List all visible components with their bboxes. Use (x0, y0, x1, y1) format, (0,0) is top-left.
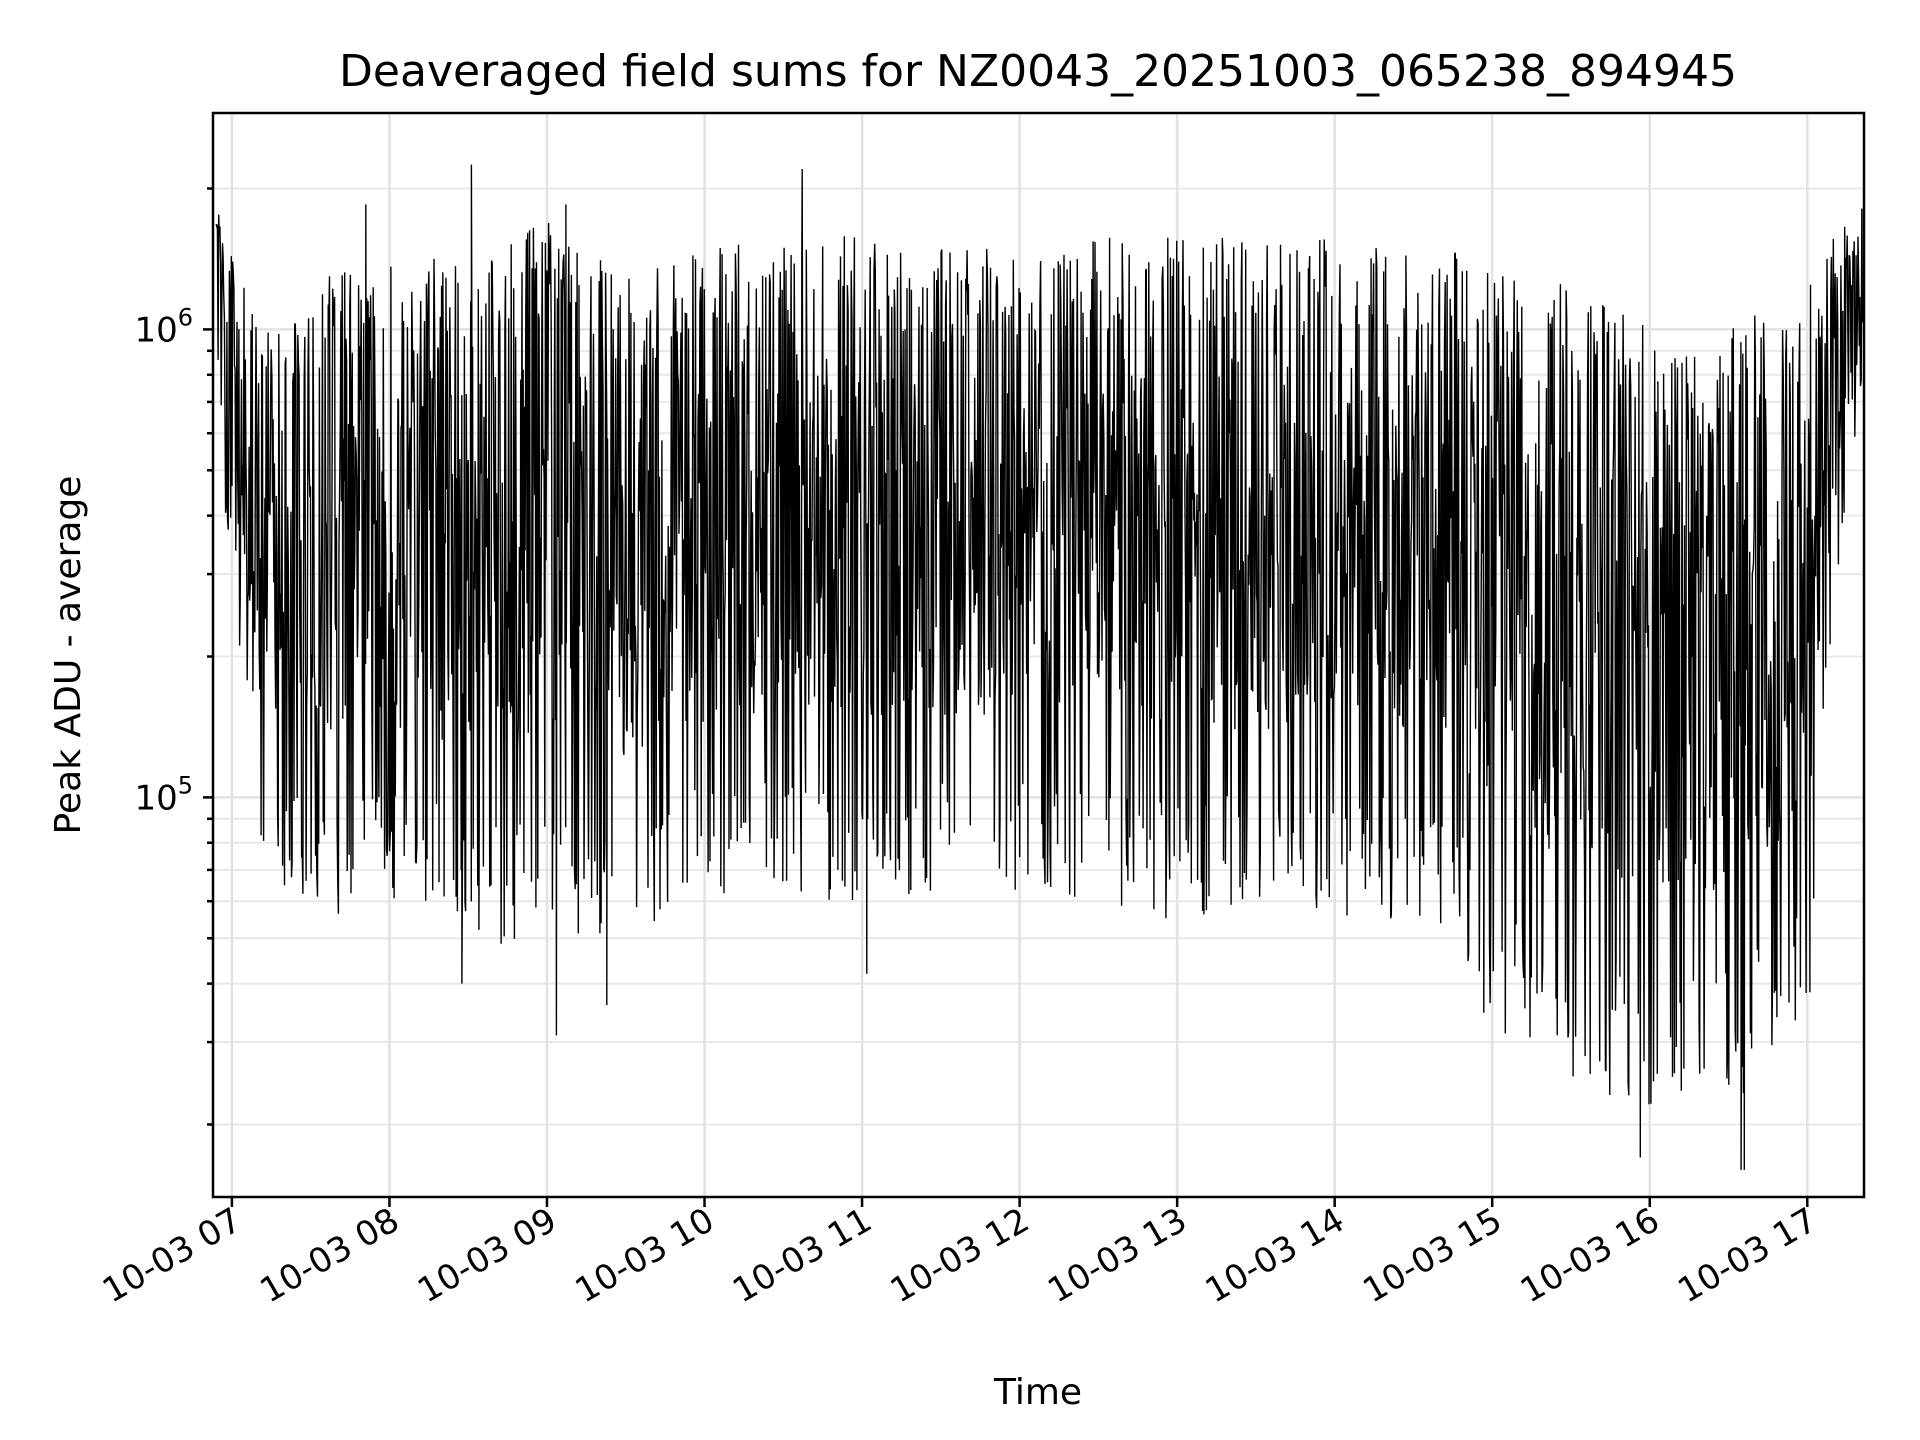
data-series (215, 164, 1864, 1170)
chart-title: Deaveraged field sums for NZ0043_2025100… (339, 46, 1737, 97)
y-axis-ticks: 105 106 (134, 187, 213, 1126)
y-tick-label: 106 (134, 303, 193, 350)
plot-frame (211, 111, 1866, 1199)
y-axis-label: Peak ADU - average (48, 476, 89, 835)
y-tick-label: 105 (134, 771, 193, 818)
series-line (215, 164, 1864, 1170)
x-axis-label: Time (993, 1372, 1082, 1413)
